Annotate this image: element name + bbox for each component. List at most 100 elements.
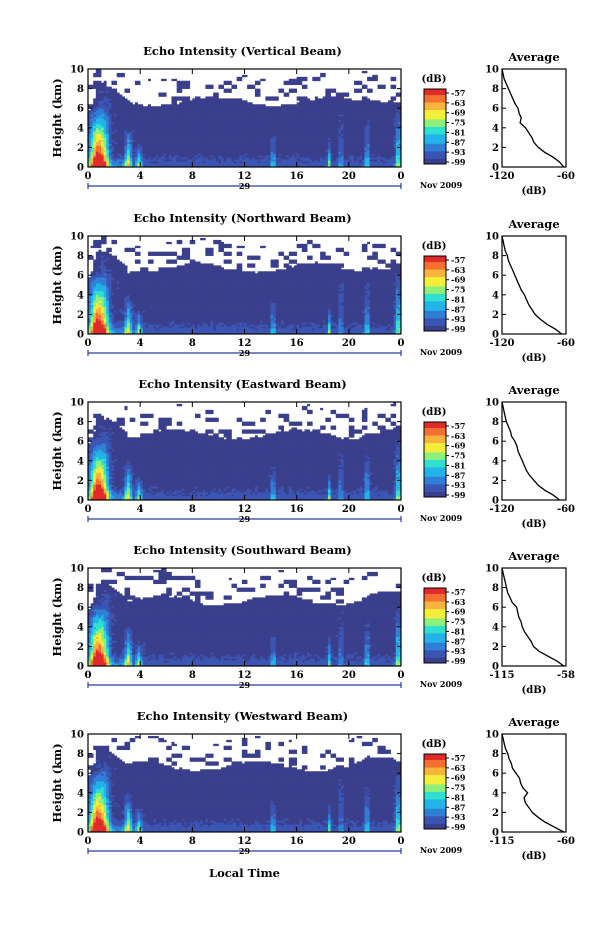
x-tick-label: 8 (189, 338, 196, 349)
average-title: Average (507, 217, 559, 231)
echo-intensity-heatmap (88, 236, 401, 334)
x-tick-label: 4 (137, 670, 144, 681)
x-tick-label: 0 (85, 171, 92, 182)
colorbar-tick-label: -57 (451, 88, 465, 98)
colorbar-tick-label: -69 (451, 275, 466, 285)
x-tick-label: 0 (398, 836, 405, 847)
y-tick-label: 6 (77, 769, 84, 780)
echo-intensity-heatmap (88, 69, 401, 167)
average-y-tick-label: 4 (492, 788, 499, 799)
y-tick-label: 4 (77, 290, 84, 301)
average-title: Average (507, 715, 559, 729)
y-axis-label: Height (km) (50, 78, 64, 157)
colorbar-unit: (dB) (422, 573, 447, 584)
average-x-tick-label: -60 (557, 171, 575, 182)
average-x-tick-label: -60 (557, 338, 575, 349)
panel-title: Echo Intensity (Southward Beam) (133, 543, 351, 557)
x-tick-label: 8 (189, 504, 196, 515)
colorbar-tick-label: -99 (451, 324, 466, 334)
y-tick-label: 8 (77, 251, 84, 262)
colorbar-tick-label: -69 (451, 773, 466, 783)
y-tick-label: 0 (77, 662, 84, 673)
y-tick-label: 10 (70, 232, 84, 243)
average-y-tick-label: 4 (492, 622, 499, 633)
average-y-tick-label: 6 (492, 104, 499, 115)
x-tick-label: 20 (342, 670, 356, 681)
date-label: 29 (239, 846, 251, 856)
colorbar-tick-label: -99 (451, 822, 466, 832)
panel-title: Echo Intensity (Westward Beam) (137, 709, 348, 723)
colorbar-tick-label: -75 (451, 118, 465, 128)
y-tick-label: 10 (70, 65, 84, 76)
date-label: 29 (239, 680, 251, 690)
echo-intensity-heatmap (88, 734, 401, 832)
average-y-tick-label: 6 (492, 437, 499, 448)
average-y-tick-label: 8 (492, 251, 499, 262)
average-y-tick-label: 10 (485, 730, 499, 741)
month-label: Nov 2009 (420, 180, 463, 190)
colorbar-tick-label: -57 (451, 255, 465, 265)
x-tick-label: 16 (290, 836, 304, 847)
average-x-tick-label: -60 (557, 504, 575, 515)
y-tick-label: 8 (77, 583, 84, 594)
colorbar-tick-label: -81 (451, 460, 465, 470)
y-tick-label: 8 (77, 84, 84, 95)
average-y-tick-label: 8 (492, 84, 499, 95)
average-y-tick-label: 6 (492, 769, 499, 780)
colorbar-tick-label: -81 (451, 626, 465, 636)
colorbar-tick-label: -93 (451, 480, 466, 490)
average-y-tick-label: 10 (485, 232, 499, 243)
average-frame (502, 734, 566, 832)
average-y-tick-label: 2 (492, 476, 499, 487)
y-tick-label: 2 (77, 310, 84, 321)
colorbar-tick-label: -99 (451, 157, 466, 167)
y-tick-label: 10 (70, 398, 84, 409)
x-axis-label: Local Time (209, 866, 280, 880)
panel-2: Echo Intensity (Northward Beam)0246810He… (50, 211, 575, 364)
x-tick-label: 20 (342, 338, 356, 349)
x-tick-label: 4 (137, 504, 144, 515)
average-y-tick-label: 4 (492, 290, 499, 301)
y-axis-label: Height (km) (50, 411, 64, 490)
x-tick-label: 20 (342, 836, 356, 847)
colorbar-unit: (dB) (422, 739, 447, 750)
x-tick-label: 20 (342, 504, 356, 515)
colorbar-tick-label: -81 (451, 792, 465, 802)
x-tick-label: 0 (85, 338, 92, 349)
y-tick-label: 2 (77, 642, 84, 653)
colorbar-tick-label: -99 (451, 656, 466, 666)
average-y-tick-label: 8 (492, 749, 499, 760)
x-tick-label: 8 (189, 836, 196, 847)
colorbar-tick-label: -63 (451, 597, 466, 607)
colorbar-tick-label: -93 (451, 812, 466, 822)
y-tick-label: 8 (77, 417, 84, 428)
x-tick-label: 8 (189, 171, 196, 182)
x-tick-label: 16 (290, 338, 304, 349)
colorbar-tick-label: -87 (451, 470, 465, 480)
figure: Echo Intensity (Vertical Beam)0246810Hei… (0, 0, 616, 929)
average-x-tick-label: -115 (489, 836, 514, 847)
x-tick-label: 16 (290, 504, 304, 515)
average-x-tick-label: -120 (489, 504, 514, 515)
colorbar-tick-label: -75 (451, 617, 465, 627)
x-tick-label: 0 (398, 670, 405, 681)
echo-intensity-heatmap (88, 402, 401, 500)
average-title: Average (507, 549, 559, 563)
y-tick-label: 6 (77, 603, 84, 614)
average-x-tick-label: -58 (557, 670, 575, 681)
average-y-tick-label: 2 (492, 143, 499, 154)
average-y-tick-label: 10 (485, 398, 499, 409)
y-tick-label: 2 (77, 808, 84, 819)
colorbar-tick-label: -69 (451, 441, 466, 451)
colorbar-unit: (dB) (422, 74, 447, 85)
y-axis-label: Height (km) (50, 743, 64, 822)
month-label: Nov 2009 (420, 679, 463, 689)
x-tick-label: 0 (398, 338, 405, 349)
colorbar-tick-label: -81 (451, 127, 465, 137)
y-tick-label: 4 (77, 123, 84, 134)
y-tick-label: 0 (77, 496, 84, 507)
x-tick-label: 0 (85, 670, 92, 681)
colorbar-tick-label: -57 (451, 753, 465, 763)
x-tick-label: 8 (189, 670, 196, 681)
colorbar-tick-label: -87 (451, 636, 465, 646)
